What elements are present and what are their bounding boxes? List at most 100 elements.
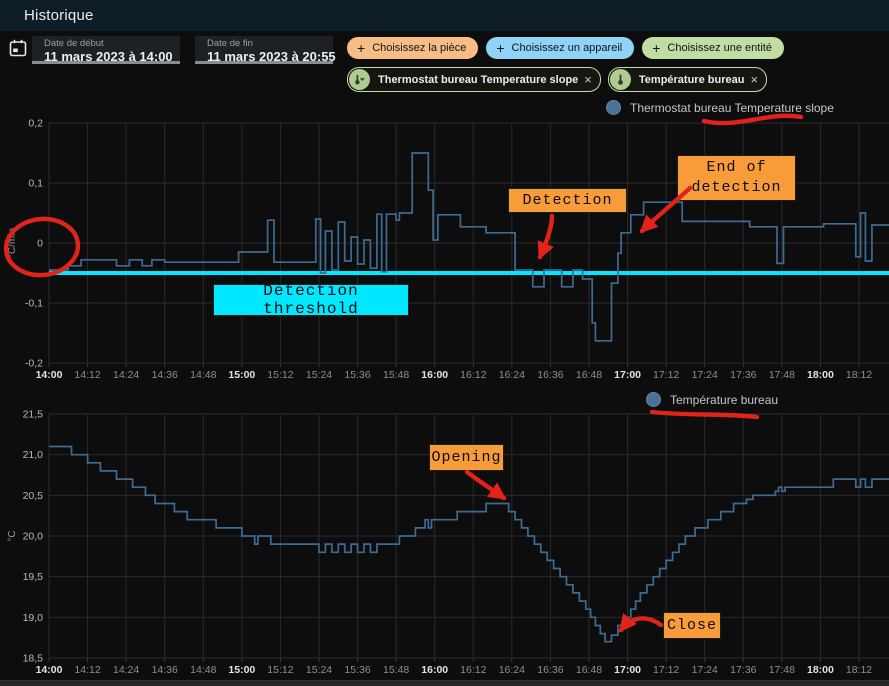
- y-tick-label: 20,5: [23, 490, 44, 502]
- x-tick-label: 15:36: [344, 664, 370, 676]
- legend-label: Thermostat bureau Temperature slope: [630, 100, 834, 115]
- legend-temperature[interactable]: Température bureau: [646, 392, 778, 407]
- x-tick-label: 17:24: [692, 664, 718, 676]
- end-date-field[interactable]: Date de fin 11 mars 2023 à 20:55: [195, 36, 336, 64]
- x-tick-label: 17:00: [614, 664, 641, 676]
- choose-entity-button[interactable]: + Choisissez une entité: [642, 37, 784, 59]
- close-icon[interactable]: ×: [750, 72, 759, 87]
- y-tick-label: 21,5: [23, 409, 44, 421]
- x-tick-label: 16:36: [537, 369, 563, 381]
- page-title: Historique: [24, 7, 94, 24]
- x-tick-label: 17:24: [692, 369, 718, 381]
- y-tick-label: 0,1: [28, 178, 43, 190]
- x-tick-label: 15:12: [267, 664, 293, 676]
- x-tick-label: 16:48: [576, 664, 602, 676]
- legend-dot: [606, 100, 621, 115]
- temperature-chart[interactable]: 14:00 14:12 14:24 14:36 14:48 15:00 15:12 15:24…: [0, 385, 889, 686]
- x-tick-label: 16:12: [460, 369, 486, 381]
- choose-area-label: Choisissez la pièce: [372, 42, 467, 54]
- x-tick-label: 14:36: [152, 369, 178, 381]
- close-icon[interactable]: ×: [584, 72, 592, 87]
- chip-label: Thermostat bureau Temperature slope: [378, 73, 579, 86]
- y-tick-label: 21,0: [23, 449, 44, 461]
- x-tick-label: 16:12: [460, 664, 486, 676]
- x-tick-label: 16:00: [421, 369, 448, 381]
- end-date-label: Date de fin: [207, 38, 253, 49]
- x-tick-label: 14:00: [36, 664, 63, 676]
- plus-icon: +: [652, 40, 661, 56]
- chip-temperature-bureau[interactable]: Température bureau ×: [607, 67, 768, 92]
- next-card-divider: [0, 680, 889, 686]
- start-date-label: Date de début: [44, 38, 104, 49]
- y-tick-label: -0,1: [25, 298, 43, 310]
- y-axis-unit-label: °C: [7, 530, 18, 541]
- annotation-line: detection: [691, 179, 782, 196]
- y-tick-label: -0,2: [25, 358, 43, 370]
- app-header: Historique: [0, 0, 889, 31]
- x-tick-label: 16:24: [499, 369, 525, 381]
- plus-icon: +: [496, 40, 505, 56]
- x-tick-label: 17:12: [653, 664, 679, 676]
- end-of-detection-annotation: End of detection: [677, 155, 796, 201]
- x-tick-label: 14:48: [190, 664, 216, 676]
- start-date-value: 11 mars 2023 à 14:00: [44, 49, 173, 64]
- x-tick-label: 18:00: [807, 369, 834, 381]
- x-tick-label: 14:12: [74, 664, 100, 676]
- entity-chips: Thermostat bureau Temperature slope × Te…: [347, 67, 768, 92]
- chip-thermostat-slope[interactable]: Thermostat bureau Temperature slope ×: [347, 67, 601, 92]
- legend-slope[interactable]: Thermostat bureau Temperature slope: [606, 100, 834, 115]
- x-tick-label: 15:12: [267, 369, 293, 381]
- x-tick-label: 14:48: [190, 369, 216, 381]
- calendar-icon[interactable]: [9, 39, 27, 57]
- choose-area-button[interactable]: + Choisissez la pièce: [347, 37, 479, 59]
- end-date-value: 11 mars 2023 à 20:55: [207, 49, 336, 64]
- x-tick-label: 15:24: [306, 369, 332, 381]
- series-line: [49, 445, 889, 643]
- slope-chart[interactable]: 14:00 14:12 14:24 14:36 14:48 15:00 15:12 15:24…: [0, 95, 889, 387]
- filter-buttons: + Choisissez la pièce + Choisissez un ap…: [347, 37, 784, 59]
- chip-label: Température bureau: [638, 73, 745, 86]
- x-tick-label: 17:36: [730, 664, 756, 676]
- x-tick-label: 17:48: [769, 664, 795, 676]
- x-tick-label: 17:48: [769, 369, 795, 381]
- x-tick-label: 16:00: [421, 664, 448, 676]
- detection-threshold-annotation: Detection threshold: [213, 282, 409, 318]
- x-tick-label: 16:36: [537, 664, 563, 676]
- x-tick-label: 15:36: [344, 369, 370, 381]
- start-date-field[interactable]: Date de début 11 mars 2023 à 14:00: [32, 36, 180, 64]
- x-tick-label: 15:00: [228, 664, 255, 676]
- close-annotation: Close: [663, 612, 721, 639]
- detection-annotation: Detection: [508, 188, 627, 213]
- legend-dot: [646, 392, 661, 407]
- x-tick-label: 17:12: [653, 369, 679, 381]
- y-tick-label: 0,2: [28, 118, 43, 130]
- opening-annotation: Opening: [429, 444, 504, 471]
- y-tick-label: 0: [37, 238, 43, 250]
- y-tick-label: 19,5: [23, 571, 44, 583]
- annotation-line: End of: [706, 159, 767, 176]
- choose-entity-label: Choisissez une entité: [667, 42, 772, 54]
- x-tick-label: 15:00: [228, 369, 255, 381]
- x-tick-label: 17:00: [614, 369, 641, 381]
- legend-label: Température bureau: [670, 392, 779, 407]
- choose-device-button[interactable]: + Choisissez un appareil: [486, 37, 635, 59]
- x-tick-label: 18:12: [846, 369, 872, 381]
- y-tick-label: 20,0: [23, 531, 44, 543]
- y-axis-unit-label: °C/min: [7, 228, 18, 258]
- y-tick-label: 18,5: [23, 653, 44, 665]
- x-tick-label: 15:48: [383, 369, 409, 381]
- thermometer-icon: [609, 69, 631, 90]
- x-tick-label: 14:12: [74, 369, 100, 381]
- thermometer-chevron-icon: [349, 69, 370, 90]
- x-tick-label: 18:12: [846, 664, 872, 676]
- x-tick-label: 16:24: [499, 664, 525, 676]
- x-tick-label: 14:24: [113, 664, 139, 676]
- x-tick-label: 16:48: [576, 369, 602, 381]
- x-tick-label: 17:36: [730, 369, 756, 381]
- x-tick-label: 14:36: [152, 664, 178, 676]
- y-tick-label: 19,0: [23, 612, 44, 624]
- x-tick-label: 14:00: [36, 369, 63, 381]
- x-tick-label: 18:00: [807, 664, 834, 676]
- choose-device-label: Choisissez un appareil: [511, 42, 623, 54]
